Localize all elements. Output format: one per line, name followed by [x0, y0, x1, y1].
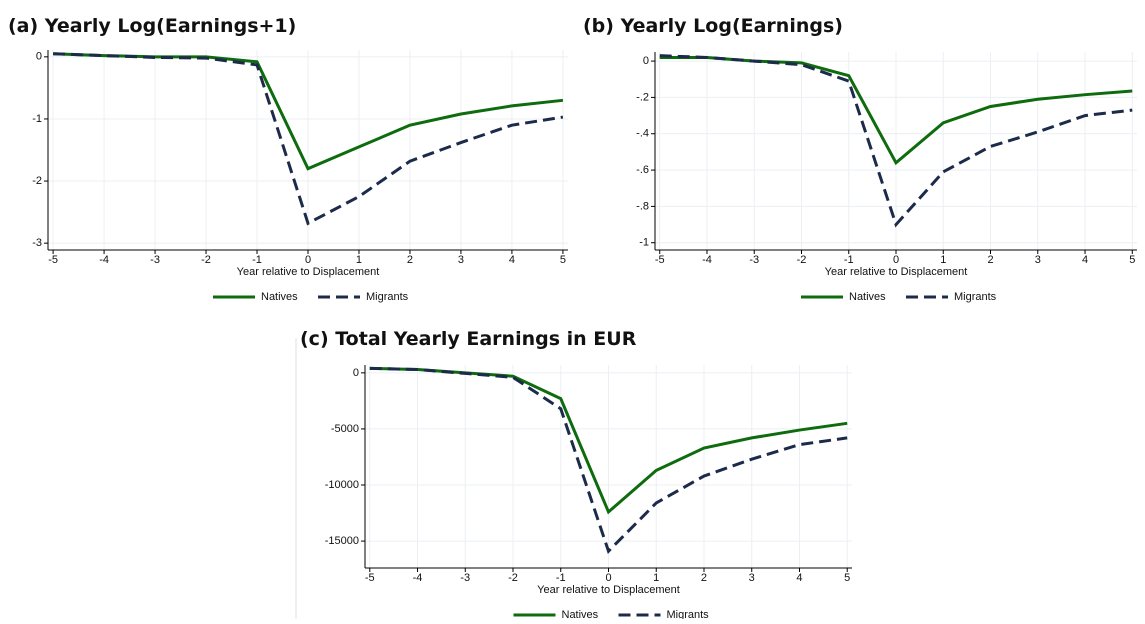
x-tick-label: 4: [509, 254, 515, 266]
legend-label: Migrants: [667, 609, 710, 619]
x-tick-label: -2: [797, 254, 807, 266]
legend-label: Natives: [849, 291, 886, 303]
x-tick-label: 1: [356, 254, 362, 266]
y-tick-label: -3: [32, 237, 42, 249]
legend-label: Natives: [261, 291, 298, 303]
data-line: [369, 366, 848, 554]
x-tick-label: 3: [749, 572, 755, 584]
x-tick-label: -3: [749, 254, 759, 266]
x-tick-label: -5: [48, 254, 58, 266]
data-line: [53, 52, 564, 171]
x-tick-label: 0: [893, 254, 899, 266]
y-tick-label: -.8: [636, 200, 649, 212]
y-tick-label: -10000: [325, 479, 359, 491]
x-tick-label: -1: [844, 254, 854, 266]
x-tick-label: -2: [508, 572, 518, 584]
x-axis-label: Year relative to Displacement: [825, 266, 968, 278]
x-tick-label: 5: [560, 254, 566, 266]
legend-label: Natives: [562, 609, 599, 619]
x-tick-label: 0: [305, 254, 311, 266]
x-tick-label: 4: [796, 572, 802, 584]
legend-label: Migrants: [954, 291, 997, 303]
y-tick-label: -15000: [325, 535, 359, 547]
x-tick-label: 3: [1035, 254, 1041, 266]
x-axis-label: Year relative to Displacement: [237, 266, 380, 278]
chart-title: (b) Yearly Log(Earnings): [583, 15, 843, 37]
x-tick-label: -2: [201, 254, 211, 266]
y-tick-label: -.2: [636, 91, 649, 103]
y-tick-label: -1: [32, 113, 42, 125]
x-tick-label: 1: [940, 254, 946, 266]
x-tick-label: -5: [655, 254, 665, 266]
y-tick-label: 0: [36, 51, 42, 63]
x-tick-label: 5: [844, 572, 850, 584]
y-tick-label: 0: [353, 367, 359, 379]
data-line: [659, 54, 1133, 228]
x-tick-label: 5: [1129, 254, 1135, 266]
legend-label: Migrants: [366, 291, 409, 303]
x-tick-label: 2: [701, 572, 707, 584]
x-tick-label: -1: [556, 572, 566, 584]
x-tick-label: -3: [150, 254, 160, 266]
y-tick-label: -5000: [331, 423, 359, 435]
x-tick-label: 0: [605, 572, 611, 584]
x-tick-label: -3: [460, 572, 470, 584]
x-tick-label: -4: [413, 572, 423, 584]
y-tick-label: -.6: [636, 164, 649, 176]
x-tick-label: 2: [407, 254, 413, 266]
chart-title: (c) Total Yearly Earnings in EUR: [300, 328, 637, 350]
x-tick-label: -5: [365, 572, 375, 584]
x-tick-label: -1: [252, 254, 262, 266]
y-tick-label: -1: [639, 237, 649, 249]
x-tick-label: -4: [702, 254, 712, 266]
data-line: [53, 52, 564, 226]
chart-title: (a) Yearly Log(Earnings+1): [8, 15, 296, 37]
y-tick-label: 0: [643, 55, 649, 67]
x-tick-label: 3: [458, 254, 464, 266]
x-tick-label: -4: [99, 254, 109, 266]
x-tick-label: 4: [1082, 254, 1088, 266]
y-tick-label: -2: [32, 175, 42, 187]
x-axis-label: Year relative to Displacement: [537, 584, 680, 596]
y-tick-label: -.4: [636, 128, 649, 140]
x-tick-label: 1: [653, 572, 659, 584]
x-tick-label: 2: [987, 254, 993, 266]
